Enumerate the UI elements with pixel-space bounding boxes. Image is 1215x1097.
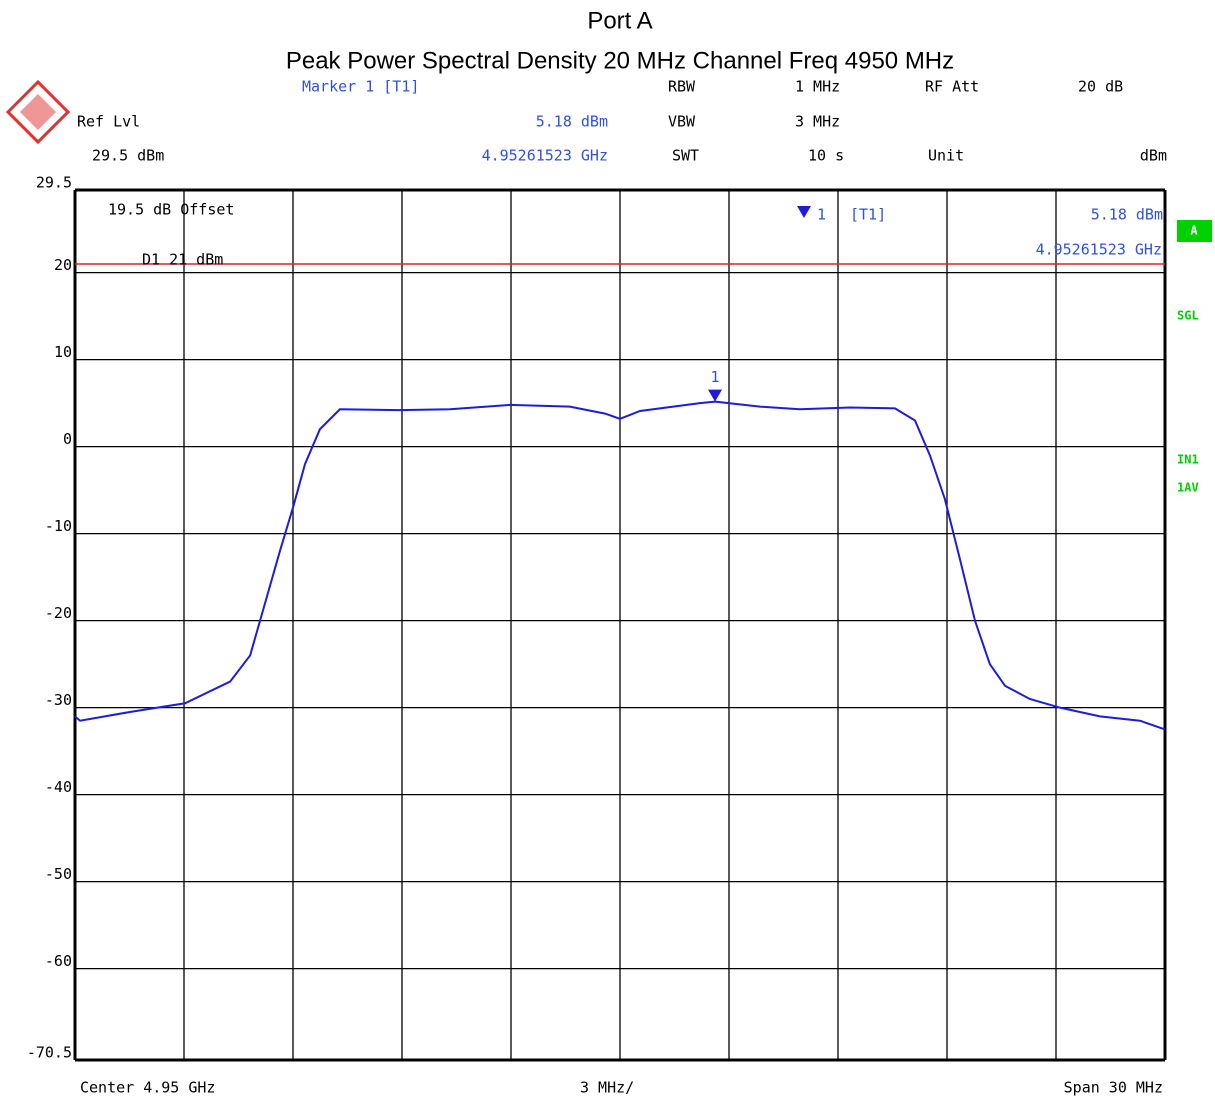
marker: [708, 389, 723, 402]
info: VBW: [668, 113, 696, 131]
offset-label: 19.5 dB Offset: [108, 201, 234, 219]
info: 5.18 dBm: [536, 113, 608, 131]
y-tick-label: 0: [63, 430, 72, 448]
info: SWT: [672, 147, 699, 165]
side-label: SGL: [1177, 309, 1199, 323]
side-label: IN1: [1177, 453, 1199, 467]
info: Ref Lvl: [77, 113, 140, 131]
y-tick-label: -70.5: [27, 1044, 72, 1062]
marker-label: 1: [711, 368, 720, 386]
side-label: 1AV: [1177, 481, 1199, 495]
y-tick-label: -50: [45, 865, 72, 883]
footer: 3 MHz/: [580, 1079, 634, 1097]
side-label: A: [1190, 224, 1198, 238]
footer: Center 4.95 GHz: [80, 1079, 215, 1097]
y-tick-label: 20: [54, 256, 72, 274]
info: Unit: [928, 147, 964, 165]
info: 29.5 dBm: [92, 147, 164, 165]
footer: Span 30 MHz: [1064, 1079, 1163, 1097]
info: 20 dB: [1078, 78, 1123, 96]
display-line-label: D1 21 dBm: [142, 250, 223, 268]
info: Marker 1 [T1]: [302, 78, 419, 96]
side-box: [1177, 220, 1212, 242]
info: dBm: [1140, 147, 1167, 165]
logo: [5, 79, 71, 145]
marker-info: 5.18 dBm: [1091, 206, 1163, 224]
marker-info: [T1]: [850, 206, 886, 224]
y-tick-label: -30: [45, 691, 72, 709]
info: RBW: [668, 78, 696, 96]
y-tick-label: 29.5: [36, 174, 72, 192]
marker-icon: [797, 206, 811, 218]
y-tick-label: -40: [45, 778, 72, 796]
y-tick-label: -20: [45, 604, 72, 622]
y-tick-label: -10: [45, 517, 72, 535]
chart-subtitle: Peak Power Spectral Density 20 MHz Chann…: [286, 47, 954, 74]
info: 10 s: [808, 147, 844, 165]
info: 4.95261523 GHz: [482, 147, 608, 165]
marker-info: 1: [817, 206, 826, 224]
info: 3 MHz: [795, 113, 840, 131]
info: 1 MHz: [795, 78, 840, 96]
trace: [74, 400, 1166, 731]
chart-title: Port A: [587, 7, 652, 34]
y-tick-label: -60: [45, 952, 72, 970]
y-tick-label: 10: [54, 343, 72, 361]
marker-info: 4.95261523 GHz: [1036, 241, 1162, 259]
info: RF Att: [925, 78, 979, 96]
